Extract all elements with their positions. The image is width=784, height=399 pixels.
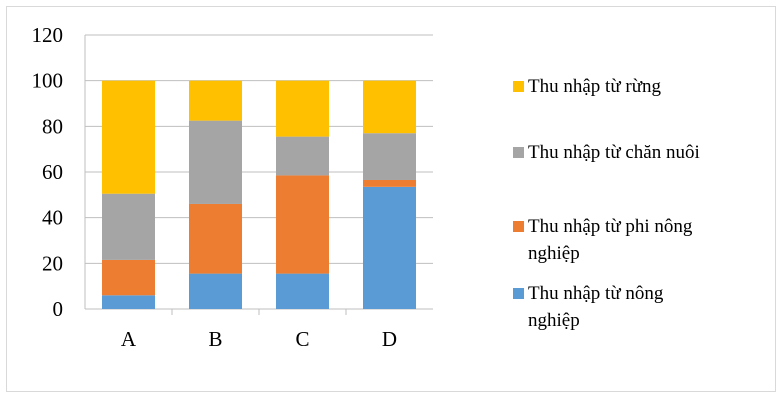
legend-label: Thu nhập từ chăn nuôi: [528, 142, 700, 163]
x-tick-label: B: [208, 327, 222, 351]
y-tick-label: 0: [53, 297, 64, 321]
bar-segment: [189, 80, 242, 121]
bar-segment: [276, 273, 329, 309]
y-tick-label: 20: [42, 251, 63, 275]
bar-segment: [102, 193, 155, 260]
bar-segment: [363, 80, 416, 134]
bar-segment: [363, 179, 416, 187]
bar-segment: [102, 259, 155, 296]
bar-segment: [102, 295, 155, 309]
bar-segment: [276, 175, 329, 274]
y-tick-label: 40: [42, 206, 63, 230]
x-tick-label: A: [121, 327, 137, 351]
y-tick-label: 120: [32, 23, 64, 47]
x-tick-label: D: [382, 327, 397, 351]
y-tick-label: 80: [42, 114, 63, 138]
bar-segment: [363, 133, 416, 180]
legend-label: Thu nhập từ rừng: [528, 76, 661, 97]
legend-label: nghiệp: [528, 243, 580, 264]
bar-segment: [102, 80, 155, 194]
legend-swatch: [513, 288, 524, 299]
legend-swatch: [513, 221, 524, 232]
legend-label: nghiệp: [528, 310, 580, 331]
legend-label: Thu nhập từ nông: [528, 283, 664, 304]
legend-swatch: [513, 147, 524, 158]
bar-segment: [189, 273, 242, 309]
bar-segment: [276, 136, 329, 176]
bar-segment: [363, 186, 416, 309]
y-tick-label: 100: [32, 69, 64, 93]
y-tick-label: 60: [42, 160, 63, 184]
bar-segment: [189, 203, 242, 274]
bar-segment: [276, 80, 329, 137]
legend-label: Thu nhập từ phi nông: [528, 216, 693, 237]
x-tick-label: C: [295, 327, 309, 351]
legend-swatch: [513, 81, 524, 92]
bar-segment: [189, 120, 242, 204]
